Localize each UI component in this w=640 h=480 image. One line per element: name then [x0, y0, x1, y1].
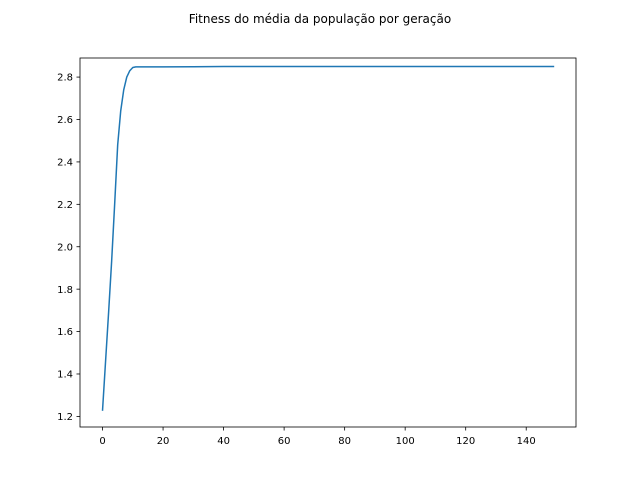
chart-title: Fitness do média da população por geraçã…: [189, 12, 451, 26]
y-tick-label: 2.8: [57, 73, 73, 84]
x-tick-label: 120: [456, 436, 475, 447]
x-tick-label: 60: [278, 436, 291, 447]
x-tick-label: 100: [396, 436, 415, 447]
series-line-0: [101, 65, 555, 411]
x-tick-label: 80: [338, 436, 351, 447]
plot-area: 0 20 40 60 80 100 120 140 1.2 1.4 1.6 1.8 2.0 2.2 2.4 2…: [57, 57, 577, 447]
y-tick-label: 1.4: [57, 370, 73, 381]
y-tick-label: 1.6: [57, 327, 73, 338]
y-tick-label: 2.2: [57, 200, 73, 211]
x-tick-label: 20: [157, 436, 170, 447]
y-tick-label: 2.4: [57, 158, 73, 169]
y-tick-label: 2.0: [57, 242, 73, 253]
y-tick-label: 2.6: [57, 115, 73, 126]
x-tick-label: 0: [99, 436, 105, 447]
y-tick-label: 1.2: [57, 412, 73, 423]
axes-frame: [79, 57, 577, 428]
x-tick-label: 40: [217, 436, 230, 447]
x-tick-label: 140: [517, 436, 536, 447]
y-tick-label: 1.8: [57, 285, 73, 296]
